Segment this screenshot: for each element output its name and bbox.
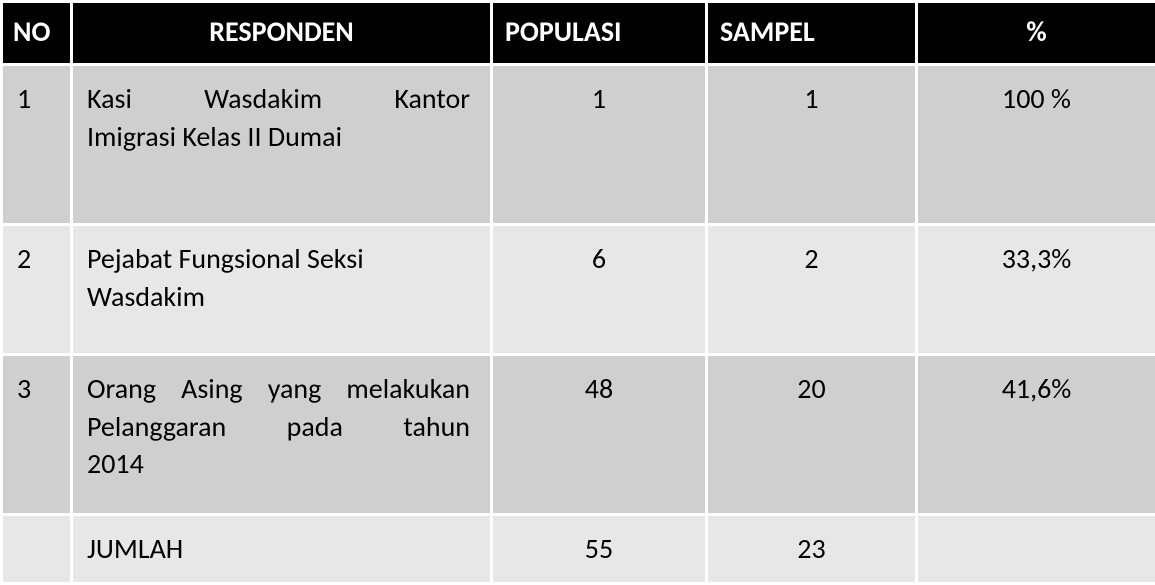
table-header: NO RESPONDEN POPULASI SAMPEL % [2,2,1155,65]
cell-persen: 41,6% [917,354,1155,514]
resp-line: Pelanggaran pada tahun [87,408,470,446]
resp-line: 2014 [87,445,470,483]
responden-table: NO RESPONDEN POPULASI SAMPEL % 1 Kasi Wa… [0,0,1155,585]
col-header-no: NO [2,2,72,65]
cell-sampel: 23 [707,514,917,583]
cell-no: 3 [2,354,72,514]
resp-line: Orang Asing yang melakukan [87,370,470,408]
cell-no: 2 [2,224,72,354]
cell-responden: Pejabat Fungsional Seksi Wasdakim [72,224,492,354]
col-header-sampel: SAMPEL [707,2,917,65]
table-row-total: JUMLAH 55 23 [2,514,1155,583]
cell-populasi: 55 [492,514,707,583]
cell-persen: 33,3% [917,224,1155,354]
col-header-responden: RESPONDEN [72,2,492,65]
cell-sampel: 20 [707,354,917,514]
cell-responden: JUMLAH [72,514,492,583]
resp-line: Pejabat Fungsional Seksi [87,240,470,278]
cell-populasi: 6 [492,224,707,354]
col-header-populasi: POPULASI [492,2,707,65]
cell-no [2,514,72,583]
cell-sampel: 2 [707,224,917,354]
col-header-persen: % [917,2,1155,65]
resp-line: Kasi Wasdakim Kantor [87,80,470,118]
table-row: 1 Kasi Wasdakim Kantor Imigrasi Kelas II… [2,64,1155,224]
cell-persen: 100 % [917,64,1155,224]
cell-responden: Orang Asing yang melakukan Pelanggaran p… [72,354,492,514]
cell-populasi: 48 [492,354,707,514]
cell-populasi: 1 [492,64,707,224]
table-container: NO RESPONDEN POPULASI SAMPEL % 1 Kasi Wa… [0,0,1155,585]
cell-persen [917,514,1155,583]
cell-sampel: 1 [707,64,917,224]
resp-line: Imigrasi Kelas II Dumai [87,118,470,156]
resp-line: Wasdakim [87,278,470,316]
cell-responden: Kasi Wasdakim Kantor Imigrasi Kelas II D… [72,64,492,224]
table-row: 3 Orang Asing yang melakukan Pelanggaran… [2,354,1155,514]
table-row: 2 Pejabat Fungsional Seksi Wasdakim 6 2 … [2,224,1155,354]
cell-no: 1 [2,64,72,224]
